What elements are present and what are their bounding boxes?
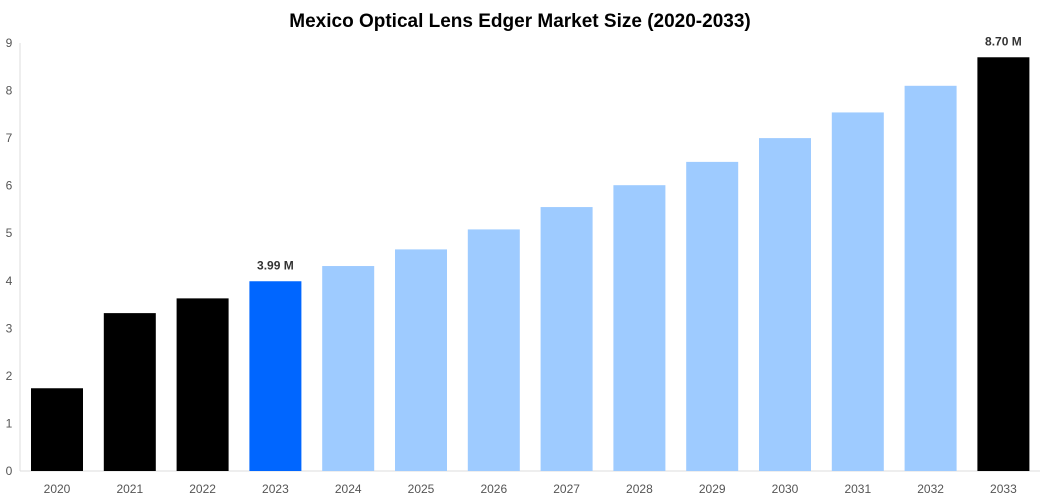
x-tick-label: 2029 [699,482,726,496]
y-tick-label: 9 [6,36,13,50]
x-tick-label: 2025 [408,482,435,496]
x-tick-label: 2020 [44,482,71,496]
x-tick-label: 2031 [844,482,871,496]
bar-2026 [467,229,520,471]
data-label: 8.70 M [985,34,1022,48]
x-tick-label: 2028 [626,482,653,496]
chart-title: Mexico Optical Lens Edger Market Size (2… [289,11,750,32]
y-tick-label: 8 [6,84,13,98]
bar-2032 [904,85,957,472]
y-tick-label: 5 [6,226,13,240]
x-tick-label: 2033 [990,482,1017,496]
data-label: 3.99 M [257,258,294,272]
bar-2022 [176,298,229,471]
y-tick-label: 4 [6,274,13,288]
y-tick-label: 7 [6,131,13,145]
y-tick-label: 2 [6,369,13,383]
bar-2024 [322,266,375,471]
bar-2020 [31,388,83,471]
y-tick-label: 0 [6,464,13,478]
x-tick-label: 2021 [116,482,143,496]
y-tick-label: 6 [6,179,13,193]
x-tick-label: 2023 [262,482,289,496]
x-tick-label: 2022 [189,482,216,496]
bar-2029 [686,161,739,471]
y-tick-label: 3 [6,321,13,335]
x-tick-label: 2032 [917,482,944,496]
bar-2033 [977,57,1030,472]
bar-2025 [395,249,447,471]
bar-2030 [759,138,811,471]
bar-2027 [540,207,593,472]
bar-2023 [249,281,302,471]
bar-2021 [103,313,156,471]
x-tick-label: 2026 [480,482,507,496]
x-tick-label: 2027 [553,482,580,496]
bar-2028 [613,185,666,472]
y-tick-label: 1 [6,416,13,430]
bar-2031 [831,112,884,471]
x-tick-label: 2030 [772,482,799,496]
x-tick-label: 2024 [335,482,362,496]
